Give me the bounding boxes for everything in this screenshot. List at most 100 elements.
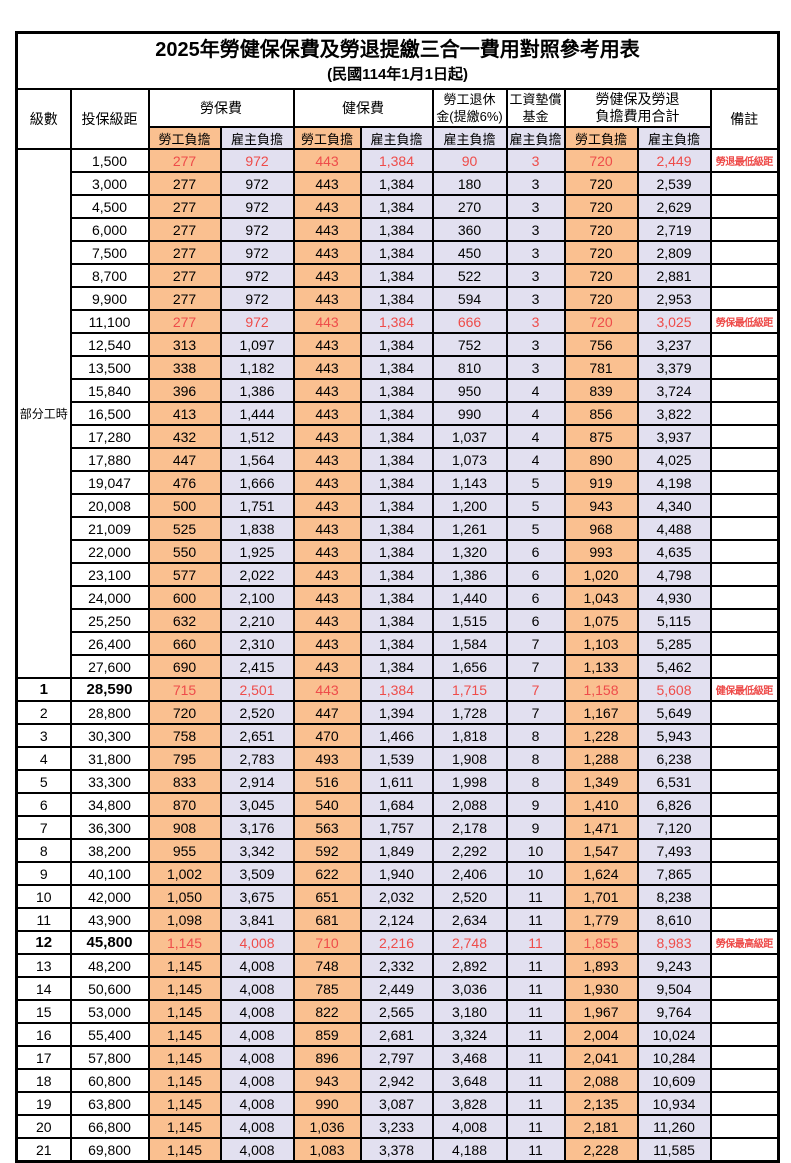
bracket-cell: 17,280 <box>69 424 150 449</box>
labor-employee-cell: 758 <box>147 723 222 748</box>
table-row: 20,008 500 1,751 443 1,384 1,200 5 943 4,340 <box>17 493 780 518</box>
table-row: 17,280 432 1,512 443 1,384 1,037 4 875 3,937 <box>17 424 780 449</box>
remark-cell <box>709 585 780 610</box>
total-employee-cell: 875 <box>563 424 639 449</box>
health-employee-cell: 563 <box>292 815 362 840</box>
wage-fund-cell: 7 <box>505 700 566 725</box>
pension-cell: 1,073 <box>431 447 508 472</box>
labor-employer-cell: 2,415 <box>219 654 295 679</box>
labor-employee-cell: 1,145 <box>147 1068 222 1093</box>
labor-employee-cell: 1,002 <box>147 861 222 886</box>
pension-cell: 3,036 <box>431 976 508 1001</box>
remark-cell <box>709 1137 780 1163</box>
bracket-cell: 48,200 <box>69 953 150 978</box>
header-health-employer-burden: 雇主負擔 <box>359 126 434 150</box>
labor-employer-cell: 3,841 <box>219 907 295 932</box>
wage-fund-cell: 3 <box>505 286 566 311</box>
labor-employee-cell: 1,145 <box>147 1022 222 1047</box>
labor-employee-cell: 577 <box>147 562 222 587</box>
health-employer-cell: 1,849 <box>359 838 434 863</box>
bracket-cell: 1,500 <box>69 148 150 173</box>
total-employee-cell: 856 <box>563 401 639 426</box>
bracket-cell: 31,800 <box>69 746 150 771</box>
table-row: 19,047 476 1,666 443 1,384 1,143 5 919 4,198 <box>17 470 780 495</box>
title-row: 2025年勞健保保費及勞退提繳三合一費用對照參考用表 (民國114年1月1日起) <box>15 31 780 90</box>
health-employer-cell: 2,449 <box>359 976 434 1001</box>
labor-employee-cell: 632 <box>147 608 222 633</box>
pension-cell: 3,180 <box>431 999 508 1024</box>
labor-employee-cell: 277 <box>147 217 222 242</box>
pension-cell: 90 <box>431 148 508 173</box>
pension-cell: 2,892 <box>431 953 508 978</box>
total-employer-cell: 7,865 <box>636 861 712 886</box>
labor-employer-cell: 4,008 <box>219 1068 295 1093</box>
remark-cell <box>709 171 780 196</box>
labor-employer-cell: 2,022 <box>219 562 295 587</box>
health-employer-cell: 2,332 <box>359 953 434 978</box>
remark-cell <box>709 884 780 909</box>
wage-fund-cell: 11 <box>505 1045 566 1070</box>
labor-employer-cell: 1,182 <box>219 355 295 380</box>
header-total-line2: 負擔費用合計 <box>595 108 680 124</box>
wage-fund-cell: 10 <box>505 838 566 863</box>
table-row: 19 63,800 1,145 4,008 990 3,087 3,828 11 2,135 10… <box>15 1091 780 1116</box>
total-employer-cell: 3,237 <box>636 332 712 357</box>
remark-cell <box>709 286 780 311</box>
health-employer-cell: 2,797 <box>359 1045 434 1070</box>
table-row: 15,840 396 1,386 443 1,384 950 4 839 3,724 <box>17 378 780 403</box>
pension-cell: 1,320 <box>431 539 508 564</box>
remark-cell <box>709 1045 780 1070</box>
page-subtitle: (民國114年1月1日起) <box>327 66 468 83</box>
bracket-cell: 36,300 <box>69 815 150 840</box>
table-row: 3 30,300 758 2,651 470 1,466 1,818 8 1,228 5,943 <box>15 723 780 748</box>
pension-cell: 2,292 <box>431 838 508 863</box>
total-employer-cell: 9,764 <box>636 999 712 1024</box>
wage-fund-cell: 3 <box>505 355 566 380</box>
pension-cell: 810 <box>431 355 508 380</box>
wage-fund-cell: 4 <box>505 378 566 403</box>
wage-fund-cell: 7 <box>505 631 566 656</box>
total-employee-cell: 720 <box>563 217 639 242</box>
health-employee-cell: 681 <box>292 907 362 932</box>
total-employer-cell: 5,285 <box>636 631 712 656</box>
total-employer-cell: 10,024 <box>636 1022 712 1047</box>
health-employee-cell: 540 <box>292 792 362 817</box>
header-fund-employer-burden: 雇主負擔 <box>505 126 566 150</box>
remark-cell <box>709 401 780 426</box>
total-employer-cell: 8,610 <box>636 907 712 932</box>
health-employer-cell: 1,384 <box>359 493 434 518</box>
total-employer-cell: 3,379 <box>636 355 712 380</box>
total-employee-cell: 1,779 <box>563 907 639 932</box>
total-employee-cell: 720 <box>563 240 639 265</box>
health-employee-cell: 447 <box>292 700 362 725</box>
level-cell: 19 <box>15 1091 72 1116</box>
header-wage-fund: 工資墊償 基金 <box>505 88 566 128</box>
pension-cell: 4,188 <box>431 1137 508 1163</box>
pension-cell: 270 <box>431 194 508 219</box>
bracket-cell: 28,800 <box>69 700 150 725</box>
level-cell: 18 <box>15 1068 72 1093</box>
total-employee-cell: 1,228 <box>563 723 639 748</box>
total-employer-cell: 11,585 <box>636 1137 712 1163</box>
pension-cell: 1,261 <box>431 516 508 541</box>
total-employer-cell: 4,198 <box>636 470 712 495</box>
total-employee-cell: 839 <box>563 378 639 403</box>
reference-sheet: 2025年勞健保保費及勞退提繳三合一費用對照參考用表 (民國114年1月1日起)… <box>15 31 781 1163</box>
labor-employer-cell: 4,008 <box>219 1137 295 1163</box>
labor-employer-cell: 2,651 <box>219 723 295 748</box>
total-employee-cell: 720 <box>563 194 639 219</box>
total-employer-cell: 2,449 <box>636 148 712 173</box>
level-cell: 6 <box>15 792 72 817</box>
total-employee-cell: 2,135 <box>563 1091 639 1116</box>
remark-cell <box>709 999 780 1024</box>
remark-cell <box>709 562 780 587</box>
wage-fund-cell: 3 <box>505 309 566 334</box>
total-employer-cell: 3,937 <box>636 424 712 449</box>
total-employee-cell: 1,288 <box>563 746 639 771</box>
health-employer-cell: 2,124 <box>359 907 434 932</box>
labor-employer-cell: 972 <box>219 171 295 196</box>
pension-cell: 950 <box>431 378 508 403</box>
header-health-employee-burden: 勞工負擔 <box>292 126 362 150</box>
bracket-cell: 57,800 <box>69 1045 150 1070</box>
pension-cell: 666 <box>431 309 508 334</box>
